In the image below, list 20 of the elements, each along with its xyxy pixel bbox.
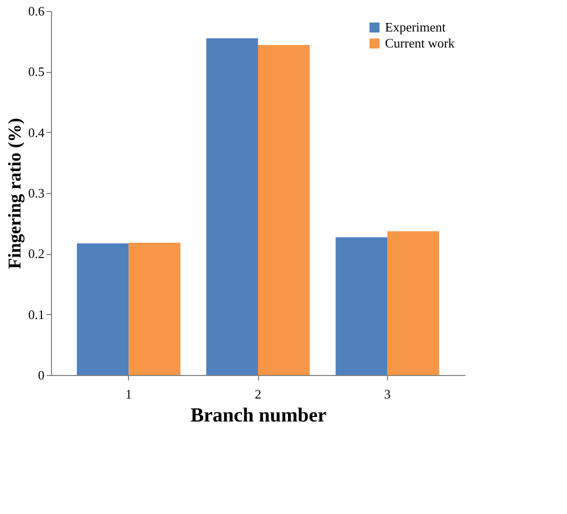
y-tick-label: 0 bbox=[38, 368, 44, 382]
y-axis-title: Fingering ratio (%) bbox=[4, 118, 24, 269]
x-tick-label: 2 bbox=[254, 386, 262, 402]
x-tick-label: 1 bbox=[125, 386, 132, 402]
bar bbox=[76, 243, 129, 375]
y-tick-label: 0.5 bbox=[28, 64, 44, 80]
y-tick-label: 0.2 bbox=[28, 246, 44, 262]
bar bbox=[387, 231, 440, 375]
y-tick-label: 0.4 bbox=[28, 124, 45, 140]
x-axis-title: Branch number bbox=[190, 404, 327, 426]
bar bbox=[258, 44, 310, 375]
y-tick-label: 0.1 bbox=[28, 306, 44, 322]
bar bbox=[128, 242, 180, 375]
bar bbox=[206, 38, 258, 375]
y-tick-label: 0.6 bbox=[28, 4, 45, 18]
y-tick-label: 0.3 bbox=[28, 186, 44, 200]
x-tick-label: 3 bbox=[384, 386, 391, 402]
bar bbox=[336, 237, 388, 375]
legend-label: Experiment bbox=[385, 20, 446, 34]
legend-label: Current work bbox=[385, 36, 456, 50]
